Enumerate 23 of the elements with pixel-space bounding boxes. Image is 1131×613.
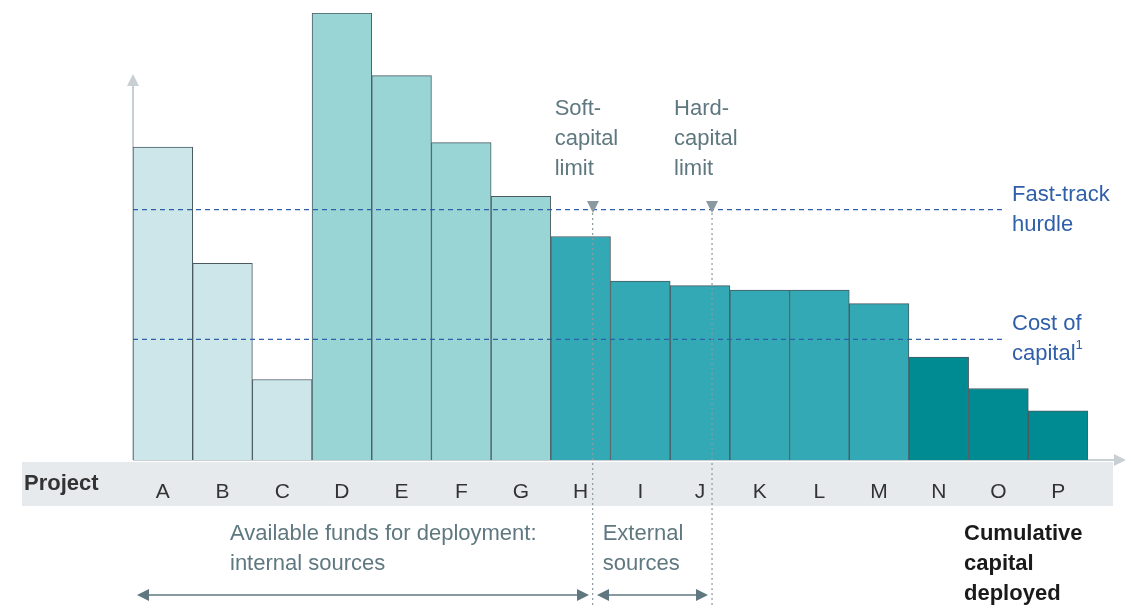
ref-line-label: Soft-capital limit — [554, 95, 619, 181]
x-tick-label: D — [334, 479, 350, 503]
x-tick-label: L — [813, 479, 826, 503]
x-tick-label: G — [512, 479, 530, 503]
x-tick-label: J — [694, 479, 706, 503]
x-tick-label: P — [1051, 479, 1066, 503]
x-axis-title: Cumulative capital deployed — [964, 520, 1083, 606]
ref-line-label: Fast-track hurdle — [1012, 180, 1111, 236]
x-tick-label: H — [573, 479, 589, 503]
x-tick-label: M — [870, 479, 888, 503]
x-tick-label: I — [637, 479, 644, 503]
x-tick-label: B — [215, 479, 230, 503]
ref-line-label: Hard-capital limit — [674, 95, 738, 181]
x-tick-label: K — [752, 479, 767, 503]
x-tick-label: E — [394, 479, 409, 503]
text: Available funds for deployment: internal sources — [230, 520, 537, 576]
text: External sources — [602, 520, 684, 576]
x-tick-label: F — [454, 479, 468, 503]
x-tick-label: C — [274, 479, 290, 503]
x-tick-label: N — [931, 479, 947, 503]
x-tick-label: A — [155, 479, 170, 503]
x-tick-label: O — [990, 479, 1007, 503]
text: Project — [24, 470, 100, 496]
